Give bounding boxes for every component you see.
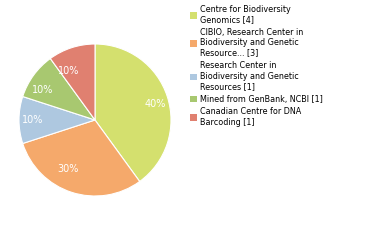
Text: 10%: 10%: [22, 115, 43, 125]
Legend: Centre for Biodiversity
Genomics [4], CIBIO, Research Center in
Biodiversity and: Centre for Biodiversity Genomics [4], CI…: [190, 5, 323, 127]
Wedge shape: [50, 44, 95, 120]
Text: 40%: 40%: [144, 99, 166, 109]
Wedge shape: [23, 59, 95, 120]
Wedge shape: [19, 96, 95, 144]
Text: 30%: 30%: [58, 164, 79, 174]
Wedge shape: [95, 44, 171, 181]
Wedge shape: [23, 120, 140, 196]
Text: 10%: 10%: [32, 85, 53, 95]
Text: 10%: 10%: [58, 66, 79, 76]
